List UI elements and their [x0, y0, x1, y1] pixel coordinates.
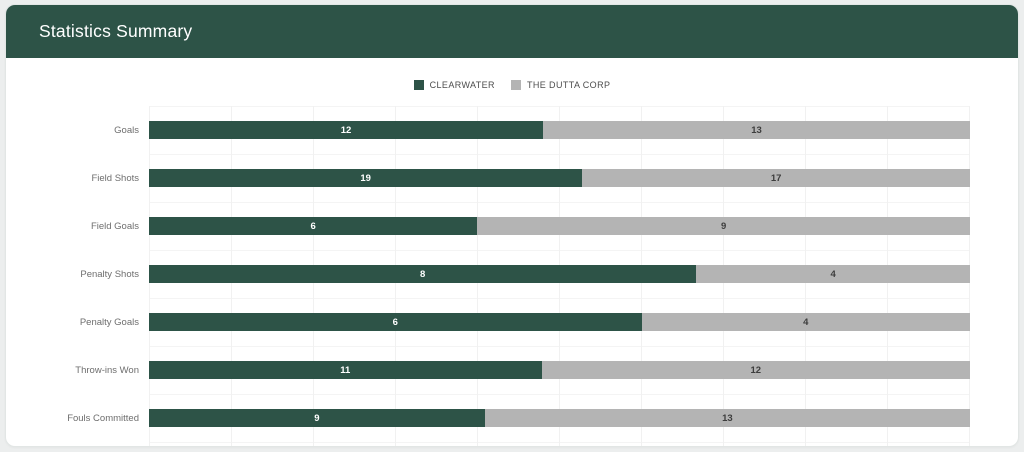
bar-value: 13	[751, 124, 762, 136]
stacked-bar: 9 13	[149, 409, 970, 427]
category-label: Goals	[114, 124, 139, 136]
chart-legend: CLEARWATER THE DUTTA CORP	[6, 78, 1018, 92]
card-body: CLEARWATER THE DUTTA CORP Goals 12 13 Field …	[6, 58, 1018, 446]
bar-segment-clearwater: 8	[149, 265, 697, 283]
bar-segment-clearwater: 19	[149, 169, 583, 187]
legend-label: CLEARWATER	[429, 80, 495, 90]
chart-row: Penalty Goals 6 4	[80, 298, 970, 346]
stacked-bar-chart: Goals 12 13 Field Shots 19 17 Field Goals 6 9 Pen…	[6, 106, 1018, 446]
legend-swatch-icon	[413, 80, 424, 90]
bar-segment-clearwater: 11	[149, 361, 542, 379]
legend-swatch-icon	[510, 80, 521, 90]
category-label: Field Goals	[90, 220, 139, 232]
bar-segment-clearwater: 6	[149, 313, 642, 331]
bar-value: 12	[340, 124, 352, 136]
bar-value: 9	[314, 412, 320, 424]
chart-row: Penalty Shots 8 4	[80, 250, 970, 298]
bar-segment-dutta-corp: 4	[641, 313, 970, 331]
statistics-summary-card: Statistics Summary CLEARWATER THE DUTTA C…	[5, 4, 1019, 447]
category-label: Throw-ins Won	[75, 364, 139, 376]
bar-value: 9	[721, 220, 727, 232]
card-header: Statistics Summary	[6, 5, 1018, 58]
chart-row: Fouls Committed 9 13	[67, 394, 970, 442]
chart-row: Field Goals 6 9	[91, 202, 970, 250]
chart-row: Goals 12 13	[114, 106, 970, 154]
legend-label: THE DUTTA CORP	[526, 80, 611, 90]
bar-segment-dutta-corp: 13	[543, 121, 970, 139]
bar-value: 19	[360, 172, 371, 184]
bar-segment-dutta-corp: 17	[582, 169, 970, 187]
legend-item-clearwater: CLEARWATER	[413, 80, 495, 90]
bar-value: 13	[722, 412, 733, 424]
category-label: Fouls Committed	[67, 412, 139, 424]
bar-value: 17	[770, 172, 782, 184]
bar-value: 4	[803, 316, 809, 328]
bar-value: 6	[310, 220, 316, 232]
legend-item-dutta-corp: THE DUTTA CORP	[510, 80, 611, 90]
bar-value: 4	[830, 268, 836, 280]
page-title: Statistics Summary	[39, 21, 193, 41]
bar-segment-clearwater: 12	[149, 121, 544, 139]
chart-bottom-area	[149, 442, 970, 446]
stacked-bar: 12 13	[149, 121, 970, 139]
bar-value: 12	[750, 364, 762, 376]
chart-row: Field Shots 19 17	[91, 154, 970, 202]
bar-value: 6	[392, 316, 398, 328]
bar-segment-clearwater: 9	[149, 409, 485, 427]
chart-row: Throw-ins Won 11 12	[75, 346, 970, 394]
category-label: Penalty Shots	[80, 268, 139, 280]
category-label: Penalty Goals	[79, 316, 139, 328]
stacked-bar: 11 12	[149, 361, 970, 379]
bar-value: 8	[420, 268, 426, 280]
bar-segment-dutta-corp: 9	[477, 217, 970, 235]
bar-value: 11	[340, 364, 351, 376]
bar-segment-dutta-corp: 4	[696, 265, 970, 283]
bar-segment-dutta-corp: 12	[541, 361, 970, 379]
bar-segment-dutta-corp: 13	[484, 409, 970, 427]
category-label: Field Shots	[91, 172, 139, 184]
chart-rows: Goals 12 13 Field Shots 19 17 Field Goals 6 9 Pen…	[67, 106, 970, 442]
stacked-bar: 19 17	[149, 169, 970, 187]
bar-segment-clearwater: 6	[149, 217, 478, 235]
